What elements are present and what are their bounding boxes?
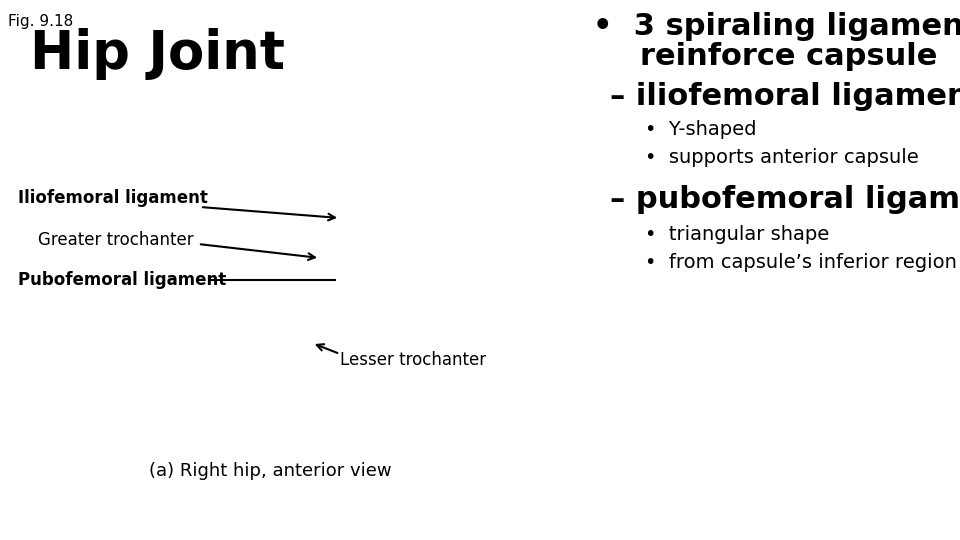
- Text: Greater trochanter: Greater trochanter: [38, 231, 194, 249]
- Text: •  supports anterior capsule: • supports anterior capsule: [645, 148, 919, 167]
- Text: •  Y-shaped: • Y-shaped: [645, 120, 756, 139]
- Text: •  triangular shape: • triangular shape: [645, 225, 829, 244]
- Text: Fig. 9.18: Fig. 9.18: [8, 14, 73, 29]
- Text: •  3 spiraling ligaments: • 3 spiraling ligaments: [593, 12, 960, 41]
- Text: (a) Right hip, anterior view: (a) Right hip, anterior view: [149, 462, 392, 480]
- Text: – iliofemoral ligament: – iliofemoral ligament: [610, 82, 960, 111]
- Text: Lesser trochanter: Lesser trochanter: [340, 351, 486, 369]
- Text: Iliofemoral ligament: Iliofemoral ligament: [18, 189, 208, 207]
- Text: •  from capsule’s inferior region: • from capsule’s inferior region: [645, 253, 957, 272]
- Text: Pubofemoral ligament: Pubofemoral ligament: [18, 271, 227, 289]
- Text: reinforce capsule: reinforce capsule: [640, 42, 937, 71]
- Text: Hip Joint: Hip Joint: [30, 28, 285, 80]
- Text: – pubofemoral ligament: – pubofemoral ligament: [610, 185, 960, 214]
